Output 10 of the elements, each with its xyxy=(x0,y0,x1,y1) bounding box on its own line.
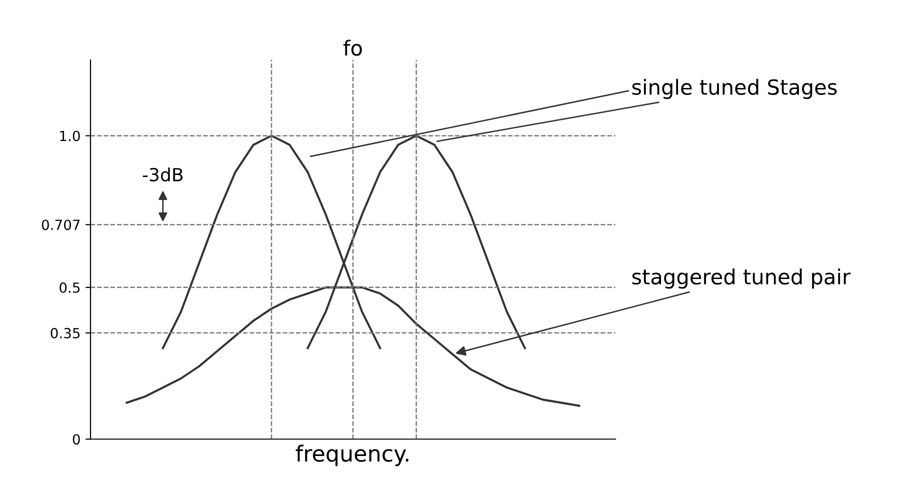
y-tick-label: 0.707 xyxy=(42,220,80,230)
y-tick-label: 0.35 xyxy=(50,328,80,338)
y-tick-label: 1.0 xyxy=(60,130,80,142)
text: single tuned Stages xyxy=(632,78,837,100)
annotation: -3dB xyxy=(142,168,183,182)
y-tick-label: 0.5 xyxy=(60,282,80,293)
text: fo xyxy=(343,40,362,56)
x-axis-title: frequency. xyxy=(296,444,408,466)
text: staggered tuned pair xyxy=(632,268,851,289)
y-tick-label: 0 xyxy=(72,434,80,445)
